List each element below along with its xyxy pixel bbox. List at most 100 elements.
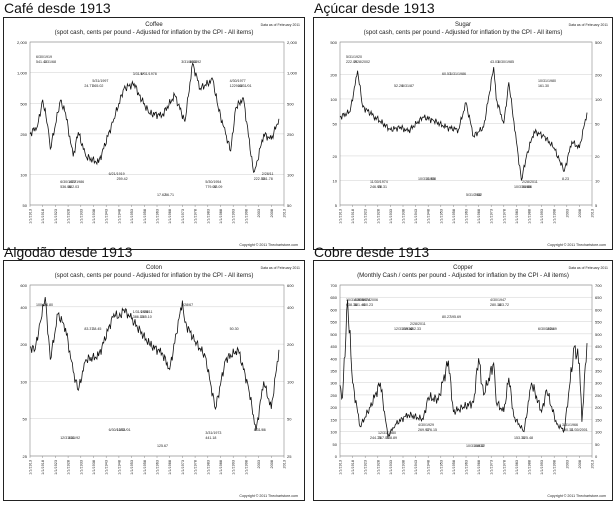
data-annotation: 138.89 — [386, 436, 397, 440]
y-tick-label: 50 — [595, 442, 600, 447]
x-tick-label: 1/1/1998 — [244, 209, 248, 224]
x-tick-label: 1/1/1998 — [244, 460, 248, 475]
y-tick-label: 20 — [595, 154, 600, 159]
data-annotation: 10/31/01 — [238, 84, 252, 88]
series-line — [29, 62, 280, 173]
x-tick-label: 1/1/1923 — [54, 460, 58, 475]
y-tick-label: 600 — [595, 307, 602, 312]
data-annotation: 1/31/92 — [68, 436, 80, 440]
annotation-value: 155.52 — [402, 327, 413, 331]
annotation-value: 450.23 — [362, 303, 373, 307]
annotation-date: 4/30/1947 — [490, 298, 506, 302]
cotton-chart: Data as of February 2011 Coton(spot cash,… — [20, 265, 300, 498]
y-tick-label: 200 — [287, 342, 294, 347]
y-tick-label: 600 — [20, 283, 27, 288]
y-tick-label: 650 — [595, 295, 602, 300]
plot-area — [29, 284, 285, 457]
x-tick-label: 2008 — [270, 209, 274, 217]
annotation-value: 2/28/2002 — [354, 60, 370, 64]
x-tick-label: 1/1/1918 — [351, 460, 355, 475]
data-annotation: 125.48 — [522, 436, 533, 440]
y-tick-label: 200 — [330, 405, 337, 410]
x-tick-label: 1/1/1948 — [117, 209, 121, 224]
data-annotation: 8/31/86 — [254, 428, 266, 432]
annotation-value: 6/30/1932 — [109, 428, 125, 432]
x-tick-label: 1/1/1938 — [402, 209, 406, 224]
chart-title: Coffee — [145, 22, 163, 28]
x-tick-label: 1/1/1978 — [194, 209, 198, 224]
annotation-value: 125.48 — [522, 436, 533, 440]
y-tick-label: 550 — [330, 320, 337, 325]
x-tick-label: 1/1/1943 — [105, 460, 109, 475]
y-tick-label: 250 — [595, 393, 602, 398]
x-tick-label: 2003 — [565, 460, 569, 468]
annotation-value: 441.18 — [205, 436, 216, 440]
annotation-value: 259.42 — [117, 177, 128, 181]
x-tick-label: 1/1/1998 — [553, 209, 557, 224]
annotation-date: 1/31/1986 — [68, 180, 84, 184]
data-annotation: 259.42 — [117, 177, 128, 181]
x-tick-label: 1/1/1988 — [528, 209, 532, 224]
x-tick-label: 1/1/1983 — [515, 209, 519, 224]
annotation-value: 161.30 — [538, 84, 549, 88]
annotation-value: 536.06 — [60, 185, 71, 189]
y-tick-label: 500 — [330, 332, 337, 337]
x-tick-label: 2003 — [257, 460, 261, 468]
x-tick-label: 1/1/1988 — [219, 460, 223, 475]
y-tick-label: 150 — [330, 417, 337, 422]
x-tick-label: 1/1/1963 — [156, 460, 160, 475]
y-tick-label: 5 — [595, 203, 598, 208]
y-tick-label: 0 — [595, 454, 598, 459]
data-annotation: 28.31 — [378, 185, 387, 189]
x-tick-label: 1/1/1983 — [206, 460, 210, 475]
y-tick-label: 700 — [330, 283, 337, 288]
x-tick-label: 1/1/1948 — [427, 209, 431, 224]
y-tick-label: 0 — [335, 454, 338, 459]
data-annotation: 1/31/68 — [44, 60, 56, 64]
annotation-value: 222.09 — [346, 60, 357, 64]
x-tick-label: 1/1/1993 — [232, 460, 236, 475]
panel-heading: Cobre desde 1913 — [314, 244, 430, 260]
annotation-value: 83.37 — [84, 327, 93, 331]
annotation-date: 5/31/2006 — [362, 298, 378, 302]
annotation-value: 6/30/1985 — [498, 60, 514, 64]
x-tick-label: 1/1/1958 — [452, 460, 456, 475]
annotation-value: 638.36 — [346, 303, 357, 307]
y-tick-label: 450 — [595, 344, 602, 349]
annotation-value: 56.71 — [165, 193, 174, 197]
annotation-value: 269.93 — [418, 428, 429, 432]
y-tick-label: 50 — [23, 417, 28, 422]
annotation-value: 48.09 — [213, 185, 222, 189]
annotation-value: 52.26 — [394, 84, 403, 88]
chart-frame: Data as of February 2011 Sugar (spot cash,… — [313, 17, 613, 250]
annotation-value: 185.10 — [141, 315, 152, 319]
data-annotation: 3/31/1940 — [181, 60, 197, 64]
x-tick-label: 1/1/1943 — [105, 209, 109, 224]
y-tick-label: 500 — [20, 101, 27, 106]
annotation-date: 1/31/1951 — [133, 310, 149, 314]
data-annotation: 5/31/1932 — [466, 193, 482, 197]
cotton-panel: Algodão desde 1913 Data as of February 2… — [0, 244, 307, 504]
data-annotation: 155.52 — [402, 327, 413, 331]
annotation-value: 58.89 — [522, 185, 531, 189]
annotation-value: 246.93 — [370, 185, 381, 189]
x-tick-label: 1/1/1968 — [168, 460, 172, 475]
y-tick-label: 250 — [287, 132, 294, 137]
data-annotation: 10/31/1918 — [418, 177, 436, 181]
date-note: Data as of February 2011 — [261, 266, 300, 270]
y-tick-label: 300 — [595, 381, 602, 386]
data-annotation: 83.37 — [84, 327, 93, 331]
y-tick-label: 150 — [595, 417, 602, 422]
y-tick-label: 50 — [595, 122, 600, 127]
annotation-date: 10/31/1980 — [538, 79, 556, 83]
annotation-value: 222.50 — [254, 177, 265, 181]
x-tick-label: 1/1/1958 — [143, 460, 147, 475]
copper-chart: Data as of February 2011 Copper(Monthly C… — [330, 265, 608, 498]
y-tick-label: 1,000 — [287, 71, 298, 76]
